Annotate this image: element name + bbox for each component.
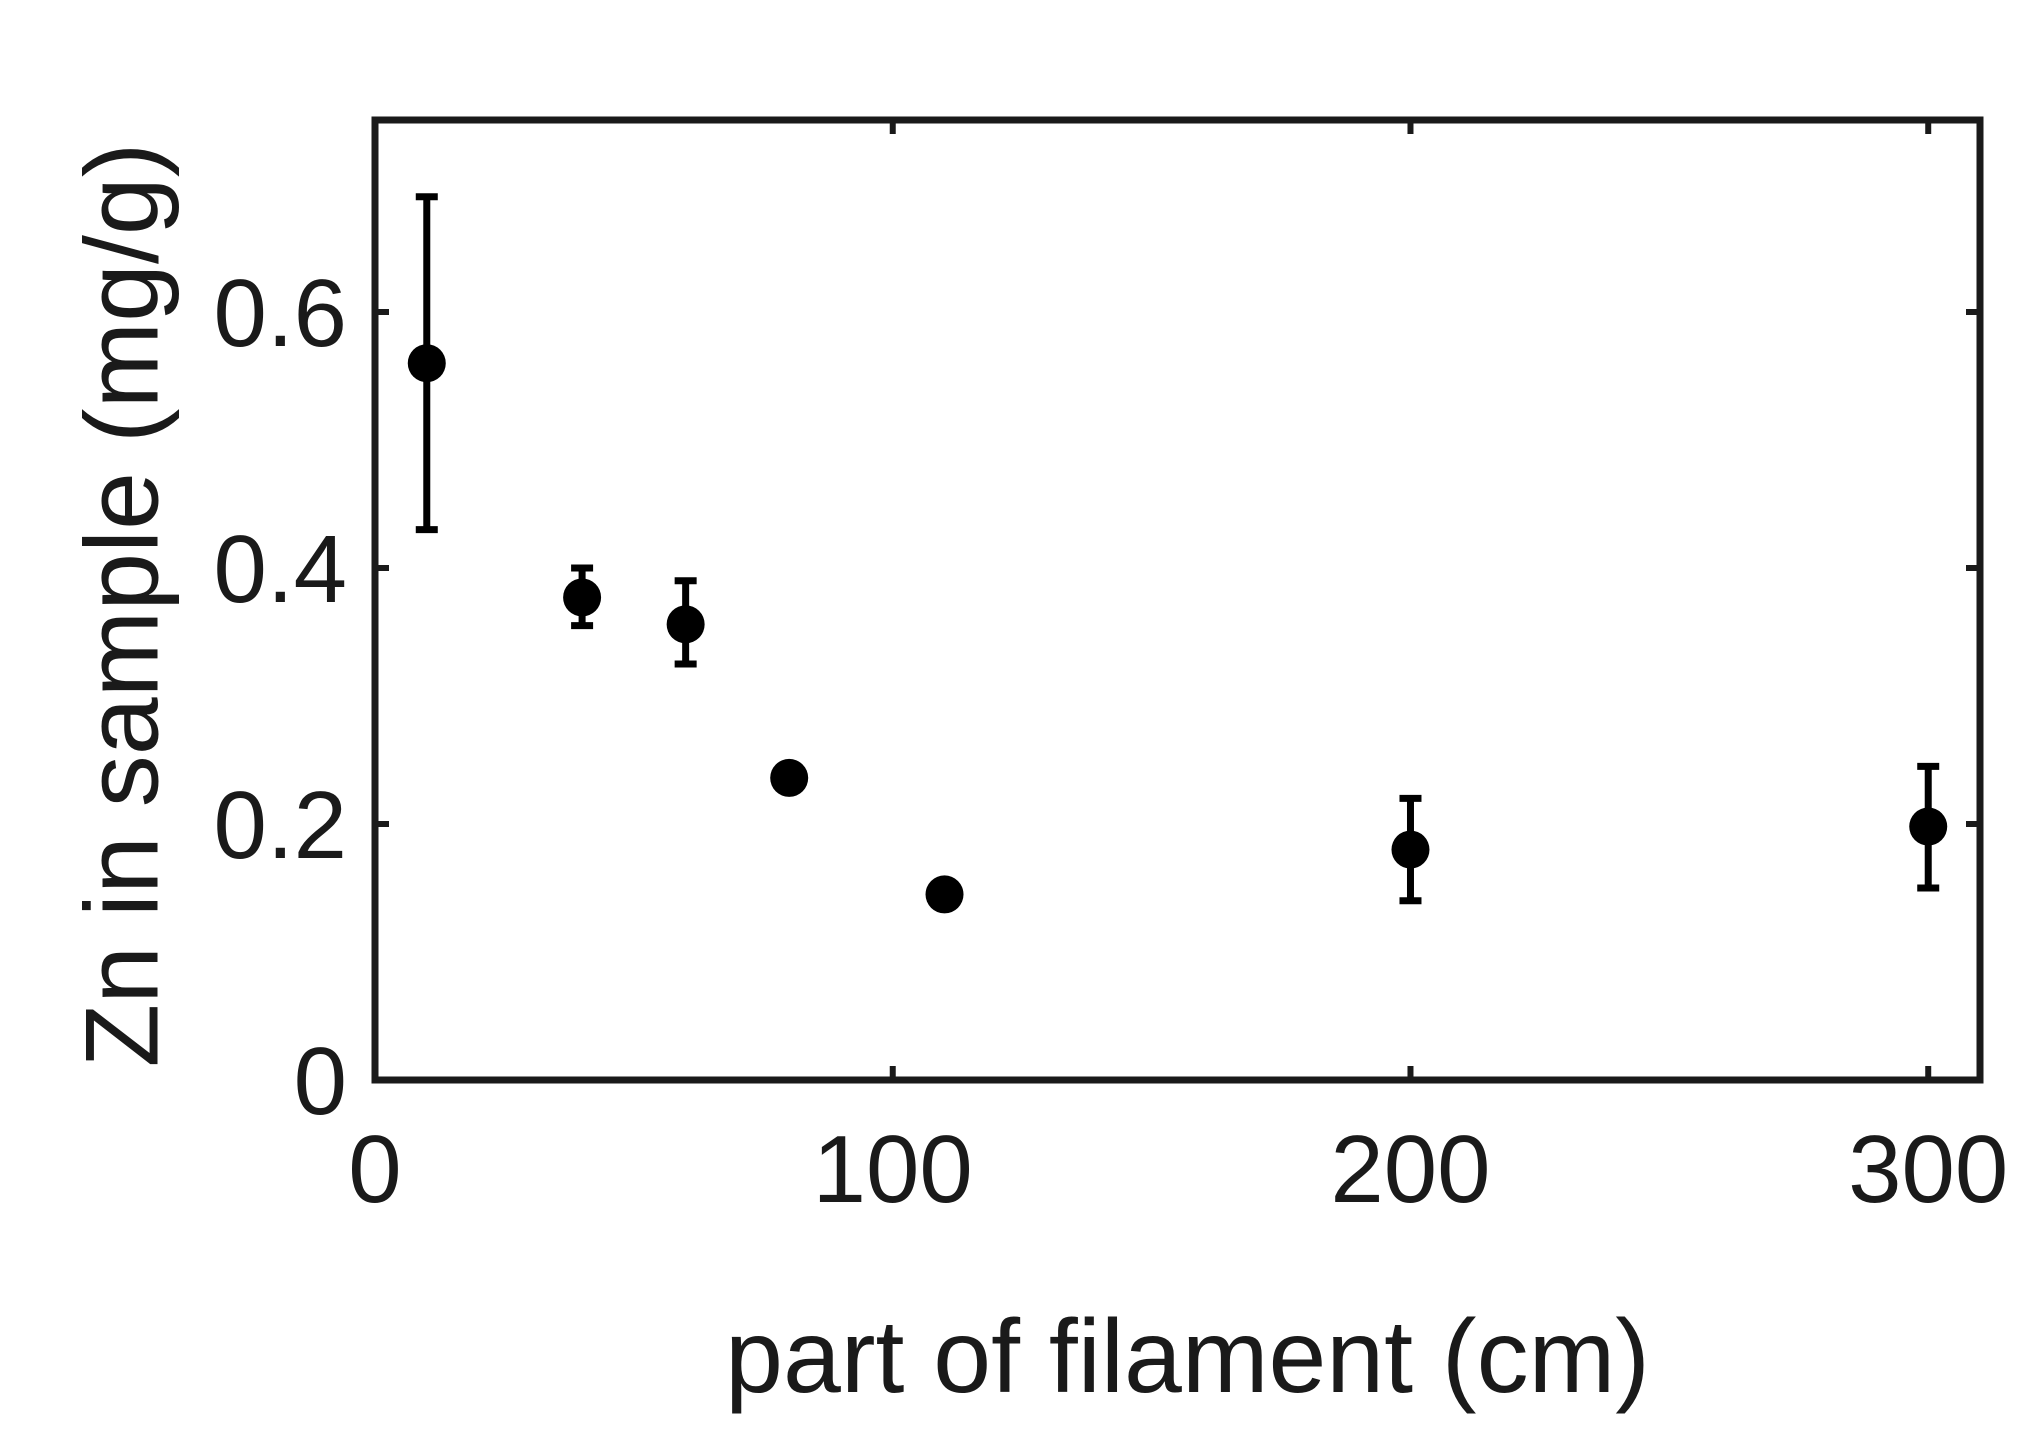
y-tick-label: 0.2 [214, 772, 347, 879]
data-marker [666, 605, 705, 644]
plot-area [407, 193, 1948, 914]
y-axis-label: Zn in sample (mg/g) [64, 143, 180, 1068]
data-point [1909, 762, 1948, 892]
tick-marks [372, 120, 1980, 1083]
x-tick-labels: 0 100 200 300 [348, 1116, 2008, 1223]
data-marker [925, 875, 964, 914]
x-tick-label: 100 [813, 1116, 973, 1223]
data-point [407, 193, 446, 534]
y-tick-labels: 0 0.2 0.4 0.6 [214, 260, 347, 1135]
axes-frame [371, 116, 1984, 1084]
data-marker [770, 758, 809, 797]
x-axis-label: part of filament (cm) [725, 1299, 1650, 1415]
y-tick-label: 0.6 [214, 260, 347, 367]
data-marker [563, 578, 602, 617]
data-point [770, 758, 809, 797]
data-marker [1909, 807, 1948, 846]
x-tick-label: 0 [348, 1116, 401, 1223]
y-tick-label: 0.4 [214, 516, 347, 623]
x-tick-label: 200 [1330, 1116, 1490, 1223]
y-tick-label: 0 [294, 1028, 347, 1135]
data-point [563, 564, 602, 630]
data-point [925, 875, 964, 914]
x-tick-label: 300 [1848, 1116, 2008, 1223]
data-marker [407, 344, 446, 383]
data-marker [1391, 830, 1430, 869]
data-point [1391, 794, 1430, 905]
data-point [666, 577, 705, 668]
